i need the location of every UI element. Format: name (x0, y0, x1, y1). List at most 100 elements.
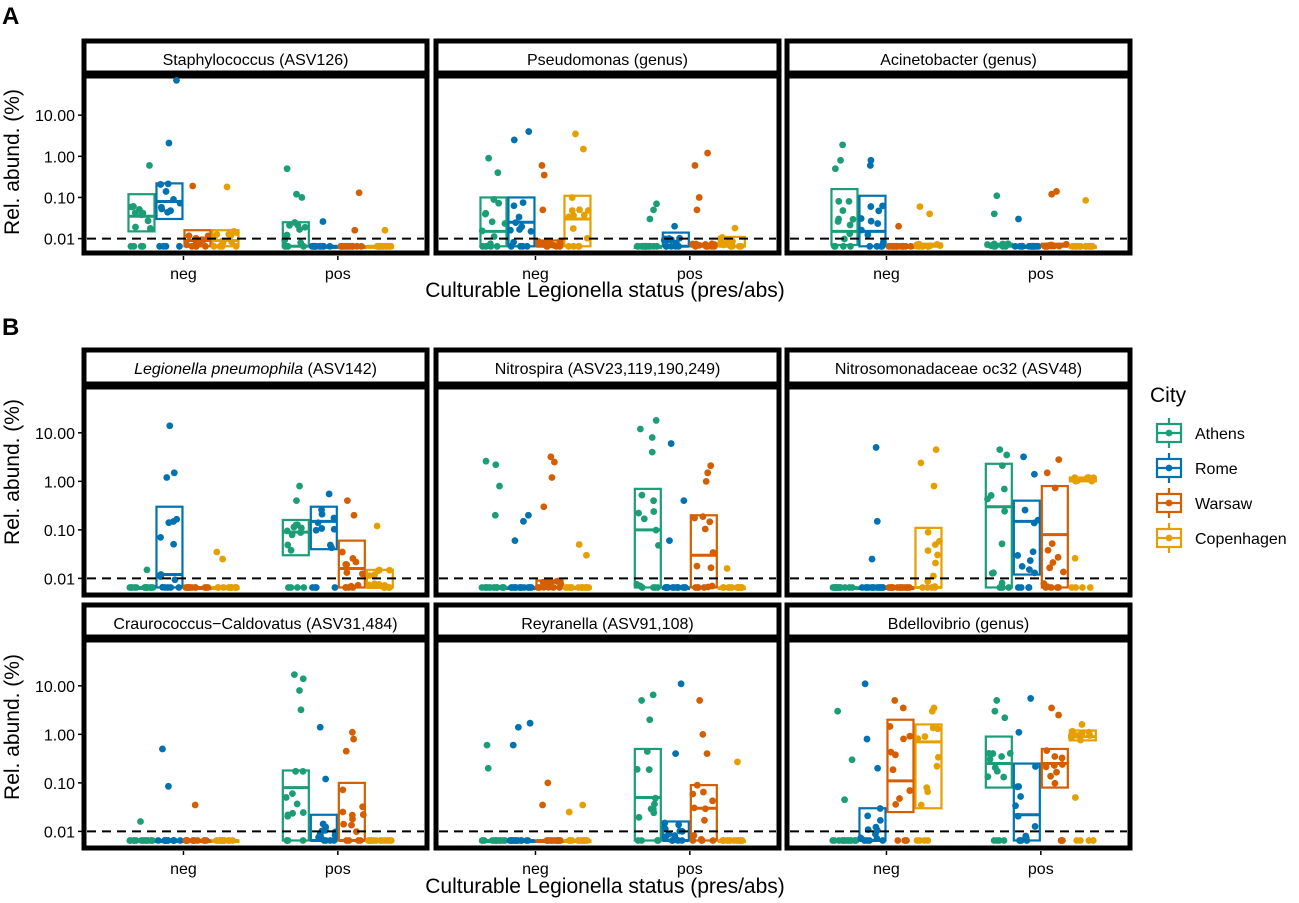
strip-box (81, 38, 430, 76)
data-point (312, 526, 320, 534)
outlier-point (509, 741, 517, 749)
outlier-point (166, 422, 174, 430)
outlier-point (648, 434, 656, 441)
outlier-point (868, 555, 876, 563)
outlier-point (163, 474, 171, 481)
outlier-point (298, 194, 306, 201)
outlier-point (526, 719, 534, 727)
box (830, 187, 859, 247)
outlier-point (189, 182, 197, 190)
data-point (1054, 553, 1062, 561)
outlier-point (351, 226, 359, 234)
data-point (330, 514, 338, 522)
data-point (338, 548, 346, 556)
data-point (846, 221, 854, 229)
legend-label: Warsaw (1195, 496, 1253, 513)
x-tick-label: neg (873, 266, 900, 283)
outlier-point (547, 453, 555, 461)
outlier-point (293, 497, 300, 505)
data-point (874, 220, 882, 227)
outlier-point (296, 482, 303, 490)
outlier-point (482, 457, 490, 465)
data-point (289, 809, 297, 817)
outlier-point (538, 162, 546, 169)
outlier-point (213, 548, 221, 556)
facet-panel: Pseudomonas (genus) neg pos (433, 38, 782, 283)
outlier-point (696, 697, 704, 704)
y-tick-label: 0.01 (44, 824, 75, 841)
data-point (834, 218, 842, 225)
strip-title: Legionella pneumophila (ASV142) (134, 361, 377, 378)
x-tick-label: pos (325, 266, 351, 283)
plot-frame (81, 384, 430, 598)
outlier-point (1078, 721, 1086, 728)
facet-panel: Nitrospira (ASV23,119,190,249) (433, 347, 782, 598)
data-point (1014, 552, 1022, 559)
data-point (287, 584, 295, 591)
data-point (282, 794, 290, 801)
data-point (144, 217, 152, 225)
box (127, 193, 156, 233)
outlier-point (899, 704, 907, 712)
outlier-point (993, 697, 1001, 704)
outlier-point (296, 687, 303, 694)
data-point (1018, 562, 1026, 570)
outlier-point (831, 165, 839, 173)
x-tick-label: neg (522, 861, 549, 878)
outlier-point (646, 716, 654, 724)
legend-key-point (1165, 499, 1173, 507)
x-tick-label: pos (677, 861, 703, 878)
outlier-point (491, 511, 499, 519)
outlier-point (653, 200, 660, 208)
outlier-point (666, 537, 673, 545)
plot-frame (784, 384, 1133, 598)
data-point (301, 223, 309, 231)
outlier-point (873, 517, 881, 525)
data-point (1059, 568, 1067, 576)
outlier-point (734, 758, 741, 766)
data-point (353, 828, 360, 836)
x-axis-label-a: Culturable Legionella status (pres/abs) (425, 279, 785, 302)
outlier-point (575, 541, 583, 548)
outlier-point (993, 192, 1001, 200)
plot-frame (433, 73, 782, 256)
strip-title: Nitrosomonadaceae oc32 (ASV48) (835, 361, 1082, 378)
facet-panel: Craurococcus−Caldovatus (ASV31,484) 10.00… (35, 602, 430, 878)
box (689, 514, 718, 589)
box (281, 518, 310, 557)
data-point (157, 203, 165, 211)
data-point (879, 202, 886, 210)
data-point (132, 223, 139, 231)
data-point (864, 231, 872, 239)
data-point (993, 837, 1001, 844)
data-point (933, 762, 941, 770)
data-point (519, 199, 527, 207)
outlier-point (290, 671, 298, 679)
legend-label: Rome (1195, 461, 1238, 478)
data-point (287, 546, 295, 554)
data-point (293, 584, 301, 591)
outlier-point (930, 482, 938, 490)
data-point (932, 559, 939, 567)
data-point (1029, 548, 1037, 556)
outlier-point (514, 723, 522, 731)
plot-frame (433, 637, 782, 851)
data-point (998, 753, 1006, 760)
outlier-point (672, 750, 680, 758)
strip-title: Reyranella (ASV91,108) (521, 616, 694, 633)
outlier-point (917, 459, 925, 467)
data-point (1072, 584, 1080, 591)
data-point (709, 797, 716, 805)
data-point (569, 225, 577, 232)
outlier-point (861, 680, 869, 688)
outlier-point (297, 706, 305, 714)
outlier-point (704, 469, 712, 477)
data-point (1078, 584, 1086, 591)
y-tick-label: 0.10 (44, 523, 75, 540)
y-tick-label: 0.01 (44, 232, 75, 249)
outlier-point (872, 444, 880, 451)
data-point (650, 508, 658, 515)
outlier-point (348, 728, 356, 736)
strip-box (433, 347, 782, 387)
y-tick-label: 0.10 (44, 776, 75, 793)
